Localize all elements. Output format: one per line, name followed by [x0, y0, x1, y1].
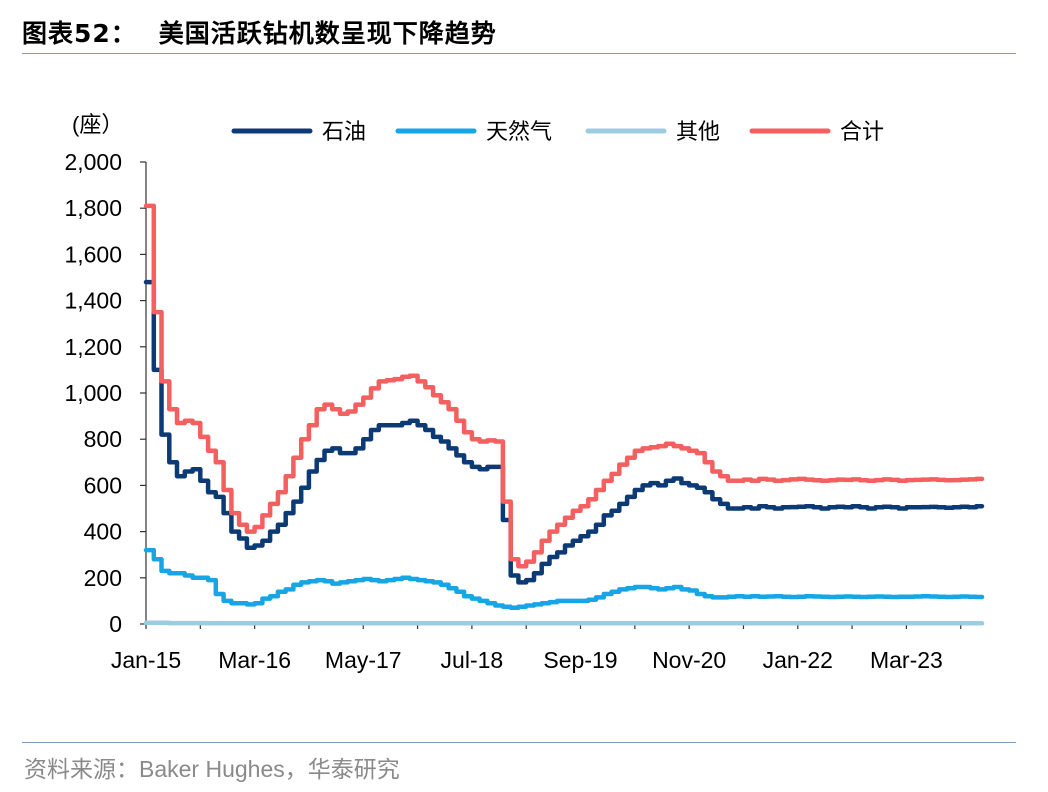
series-line [143, 279, 985, 585]
y-tick-label: 1,200 [64, 334, 122, 360]
rig-count-chart: (座） 石油 天然气 其他 合计 0 200 400 600 800 1,000 1,200 1,4… [64, 112, 985, 673]
x-tick-label: Jan-22 [763, 647, 833, 673]
legend: 石油 天然气 其他 合计 [231, 120, 884, 145]
y-tick-label: 2,000 [64, 149, 122, 175]
legend-label: 合计 [840, 120, 884, 145]
series-line [143, 620, 985, 626]
figure-title-text: 美国活跃钻机数呈现下降趋势 [158, 19, 497, 48]
x-tick-label: May-17 [325, 647, 402, 673]
source-prefix: 资料来源： [24, 757, 139, 783]
source-note: 资料来源：Baker Hughes，华泰研究 [24, 750, 400, 784]
x-tick-label: Sep-19 [543, 647, 617, 673]
y-axis: 0 200 400 600 800 1,000 1,200 1,400 1,600 1,800 2,… [64, 149, 147, 637]
legend-label: 天然气 [486, 120, 552, 145]
x-tick-label: Jan-15 [111, 647, 181, 673]
y-tick-label: 200 [84, 565, 122, 591]
source-text: Baker Hughes，华泰研究 [139, 756, 400, 782]
y-tick-label: 1,000 [64, 380, 122, 406]
y-tick-label: 1,800 [64, 195, 122, 221]
x-tick-label: Jul-18 [441, 647, 504, 673]
y-tick-label: 1,600 [64, 241, 122, 267]
y-axis-unit-label: (座） [72, 112, 123, 137]
x-axis: Jan-15 Mar-16 May-17 Jul-18 Sep-19 Nov-20 Jan-… [111, 623, 984, 673]
title-divider [22, 53, 1016, 54]
y-tick-label: 0 [109, 611, 122, 637]
y-tick-label: 1,400 [64, 288, 122, 314]
legend-label: 石油 [322, 120, 366, 145]
x-tick-label: Nov-20 [652, 647, 726, 673]
legend-label: 其他 [676, 120, 720, 145]
figure-number: 图表52： [22, 19, 137, 48]
x-tick-label: Mar-23 [870, 647, 943, 673]
y-tick-label: 400 [84, 519, 122, 545]
series-line [143, 547, 985, 611]
y-tick-label: 600 [84, 472, 122, 498]
y-tick-label: 800 [84, 426, 122, 452]
series-lines [143, 203, 985, 626]
series-line [143, 203, 985, 569]
figure-title: 图表52： 美国活跃钻机数呈现下降趋势 [22, 14, 497, 50]
source-divider [22, 742, 1016, 743]
x-tick-label: Mar-16 [218, 647, 291, 673]
